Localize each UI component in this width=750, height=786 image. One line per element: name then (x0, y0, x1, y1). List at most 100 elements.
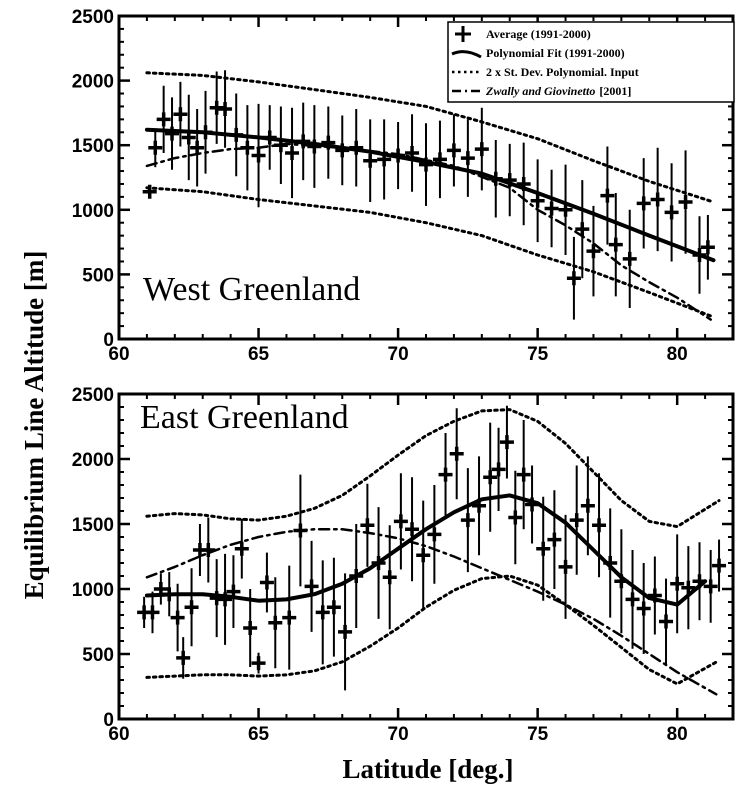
chart1-xtick-label: 80 (667, 724, 688, 745)
chart0-avg-point (363, 153, 378, 168)
chart1-avg-point (558, 559, 573, 574)
chart0-avg-point (678, 195, 693, 210)
chart1-xtick-label: 70 (388, 724, 409, 745)
chart1-ytick-label: 2000 (72, 450, 114, 471)
chart0-avg-point (664, 205, 679, 220)
chart1-avg-point (592, 518, 607, 533)
legend-stdev-label: 2 x St. Dev. Polynomial. Input (486, 65, 639, 79)
legend-zg-label: Zwally and Giovinetto [2001] (485, 84, 631, 98)
chart1-ytick-label: 0 (103, 710, 114, 731)
chart1-xtick-label: 75 (527, 724, 549, 745)
chart0-ytick-label: 1000 (72, 201, 114, 222)
chart1-avg-point (184, 600, 199, 615)
chart0-series-solid (144, 127, 716, 263)
chart1-avg-point (670, 576, 685, 591)
chart0-avg-point (218, 102, 233, 117)
chart0-avg-point (156, 112, 171, 127)
chart0-avg-point (530, 193, 545, 208)
chart0-xtick-label: 65 (248, 344, 270, 365)
chart0-region-label: West Greenland (143, 271, 360, 308)
chart1-avg-point (491, 462, 506, 477)
x-axis-label: Latitude [deg.] (343, 754, 514, 784)
chart1-avg-point (282, 610, 297, 625)
legend-zg-year: [2001] (599, 84, 631, 98)
chart1-avg-point (508, 510, 523, 525)
chart1-avg-point (268, 615, 283, 630)
legend: Average (1991-2000) Polynomial Fit (1991… (447, 21, 735, 103)
chart1-xtick-label: 60 (108, 724, 129, 745)
chart0-avg-point (586, 244, 601, 259)
chart1-avg-point (681, 580, 696, 595)
chart0-ytick-label: 2000 (72, 72, 114, 93)
chart1-avg-point (483, 470, 498, 485)
chart1-ytick-label: 2500 (72, 385, 114, 406)
legend-fit-swatch (451, 50, 482, 59)
chart0-avg-point (636, 196, 651, 211)
chart1-avg-point (382, 570, 397, 585)
chart0-ytick-label: 500 (82, 265, 114, 286)
chart1-avg-point (234, 541, 249, 556)
chart1-avg-point (569, 513, 584, 528)
chart1-series-dotted (145, 574, 721, 686)
chart0-xtick-label: 75 (527, 344, 549, 365)
chart0-xtick-label: 80 (667, 344, 688, 365)
legend-zg-authors: Zwally and Giovinetto (485, 84, 595, 98)
legend-fit-label: Polynomial Fit (1991-2000) (486, 46, 625, 60)
chart0-avg-point (650, 192, 665, 207)
chart1-avg-point (460, 513, 475, 528)
chart1-avg-point (438, 467, 453, 482)
chart1-avg-point (338, 624, 353, 639)
chart1-avg-point (145, 605, 160, 620)
chart1-avg-point (304, 579, 319, 594)
chart0-ytick-label: 1500 (72, 136, 114, 157)
chart1-avg-point (636, 601, 651, 616)
chart0-avg-point (173, 107, 188, 122)
chart0-avg-point (700, 240, 715, 255)
chart0-series-dotted (145, 186, 715, 319)
chart1-avg-point (201, 543, 216, 557)
chart0-avg-point (474, 142, 489, 157)
chart1-avg-point (326, 600, 341, 615)
legend-box (447, 21, 735, 103)
chart1-avg-point (499, 435, 514, 450)
chart1-avg-point (703, 579, 718, 594)
chart1-avg-point (416, 548, 431, 563)
legend-average-label: Average (1991-2000) (486, 27, 591, 41)
legend-average-marker (455, 26, 471, 42)
chart1-avg-point (176, 650, 191, 665)
chart1-series-dashdot (145, 527, 718, 696)
chart0-ytick-label: 2500 (72, 7, 114, 28)
chart1-avg-point (516, 467, 531, 482)
chart1-avg-point (712, 558, 727, 573)
chart0-xtick-label: 60 (108, 344, 129, 365)
chart0-avg-point (190, 140, 205, 155)
chart1-avg-point (547, 532, 562, 547)
chart1-ytick-label: 1500 (72, 515, 114, 536)
chart0-avg-point (608, 237, 623, 252)
chart1-region-label: East Greenland (140, 399, 349, 436)
chart0-avg-point (575, 222, 590, 237)
chart1-avg-point (427, 527, 442, 542)
chart1-avg-point (393, 514, 408, 529)
chart1-avg-point (580, 498, 595, 513)
chart1-series-dotted (145, 408, 721, 529)
chart1-avg-point (259, 575, 274, 590)
chart0-avg-point (285, 145, 300, 160)
chart0-avg-point (600, 188, 615, 203)
chart0-avg-point (446, 143, 461, 158)
chart0-avg-point (460, 151, 475, 166)
chart1-avg-point (625, 592, 640, 607)
chart1-avg-point (659, 614, 674, 629)
chart1-xtick-label: 65 (248, 724, 270, 745)
east-greenland-panel: 60 65 70 75 80 0 500 1000 1500 2000 2500 East Green… (72, 385, 735, 745)
chart1-avg-point (251, 656, 266, 671)
chart0-avg-point (544, 201, 559, 216)
west-greenland-panel: 60 65 70 75 80 0 500 1000 1500 2000 2500 West Green… (72, 7, 735, 365)
chart0-xtick-label: 70 (388, 344, 409, 365)
chart1-avg-point (315, 605, 330, 620)
chart0-avg-point (148, 140, 163, 155)
chart1-avg-point (360, 518, 375, 533)
chart1-avg-point (243, 621, 258, 635)
chart0-series-dotted (145, 71, 715, 204)
